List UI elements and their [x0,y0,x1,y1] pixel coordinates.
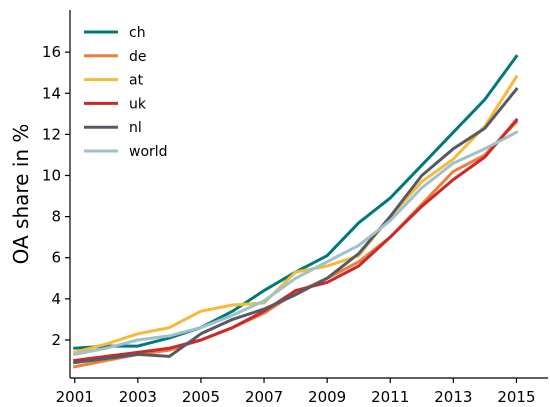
series-line-de [72,119,519,369]
legend-label-at: at [129,73,144,89]
x-tick-label: 2009 [308,388,346,406]
y-tick-label: 2 [51,331,61,349]
y-ticks: 2 4 6 8 10 12 14 16 [42,43,70,349]
x-tick-label: 2015 [497,388,535,406]
x-ticks: 2001 2003 2005 2007 2009 2011 2013 2015 [56,378,536,406]
axes [69,10,548,379]
y-axis-title: OA share in % [9,124,33,265]
x-tick-label: 2007 [245,388,283,406]
series-line-world [72,130,519,357]
x-tick-label: 2013 [434,388,472,406]
series-line-uk [73,117,519,363]
series-line-at [72,74,519,355]
y-tick-label: 10 [42,166,61,184]
x-tick-label: 2011 [371,388,409,406]
legend-label-uk: uk [129,96,147,112]
y-tick-label: 4 [51,290,61,308]
x-tick-label: 2001 [56,388,94,406]
x-tick-label: 2003 [119,388,157,406]
y-tick-label: 16 [42,43,61,61]
y-tick-label: 8 [51,208,61,226]
series-lines [72,54,519,369]
y-tick-label: 14 [42,84,61,102]
legend-label-de: de [129,49,147,65]
y-tick-label: 12 [42,125,61,143]
legend-label-ch: ch [129,25,146,41]
x-tick-label: 2005 [182,388,220,406]
series-line-nl [73,87,519,365]
legend: ch de at uk nl world [84,25,168,160]
y-tick-label: 6 [51,249,61,267]
legend-label-world: world [129,144,168,160]
legend-label-nl: nl [129,120,142,136]
